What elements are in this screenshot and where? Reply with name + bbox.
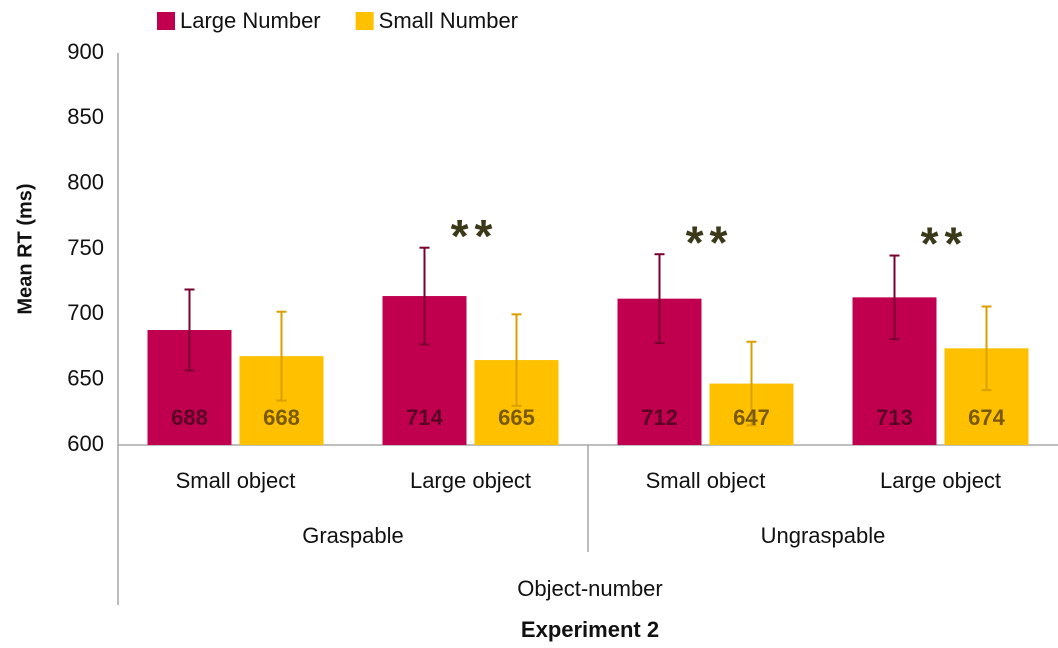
y-tick-label: 650 xyxy=(67,365,104,390)
value-label: 688 xyxy=(171,405,208,430)
significance-marker: ** xyxy=(451,210,499,262)
x-tick-label: Large object xyxy=(880,468,1001,493)
legend-swatch xyxy=(355,12,374,30)
x-axis-label: Object-number xyxy=(517,576,663,601)
value-label: 712 xyxy=(641,405,678,430)
y-tick-label: 900 xyxy=(67,39,104,64)
value-label: 714 xyxy=(406,405,443,430)
y-tick-label: 700 xyxy=(67,300,104,325)
value-label: 665 xyxy=(498,405,535,430)
y-tick-label: 850 xyxy=(67,104,104,129)
significance-marker: ** xyxy=(921,218,969,270)
y-tick-label: 800 xyxy=(67,169,104,194)
x-tick-label: Large object xyxy=(410,468,531,493)
chart-title: Experiment 2 xyxy=(521,617,659,642)
value-label: 668 xyxy=(263,405,300,430)
legend-swatch xyxy=(157,12,175,30)
y-axis-label: Mean RT (ms) xyxy=(14,183,36,314)
x-tick-label: Small object xyxy=(646,468,766,493)
y-tick-label: 750 xyxy=(67,235,104,260)
legend-label: Small Number xyxy=(379,8,518,33)
value-label: 713 xyxy=(876,405,913,430)
group-label: Graspable xyxy=(302,523,404,548)
group-label: Ungraspable xyxy=(761,523,886,548)
y-tick-label: 600 xyxy=(67,431,104,456)
value-label: 674 xyxy=(968,405,1005,430)
x-tick-label: Small object xyxy=(176,468,296,493)
value-label: 647 xyxy=(733,405,770,430)
significance-marker: ** xyxy=(686,216,734,268)
legend-label: Large Number xyxy=(180,8,321,33)
